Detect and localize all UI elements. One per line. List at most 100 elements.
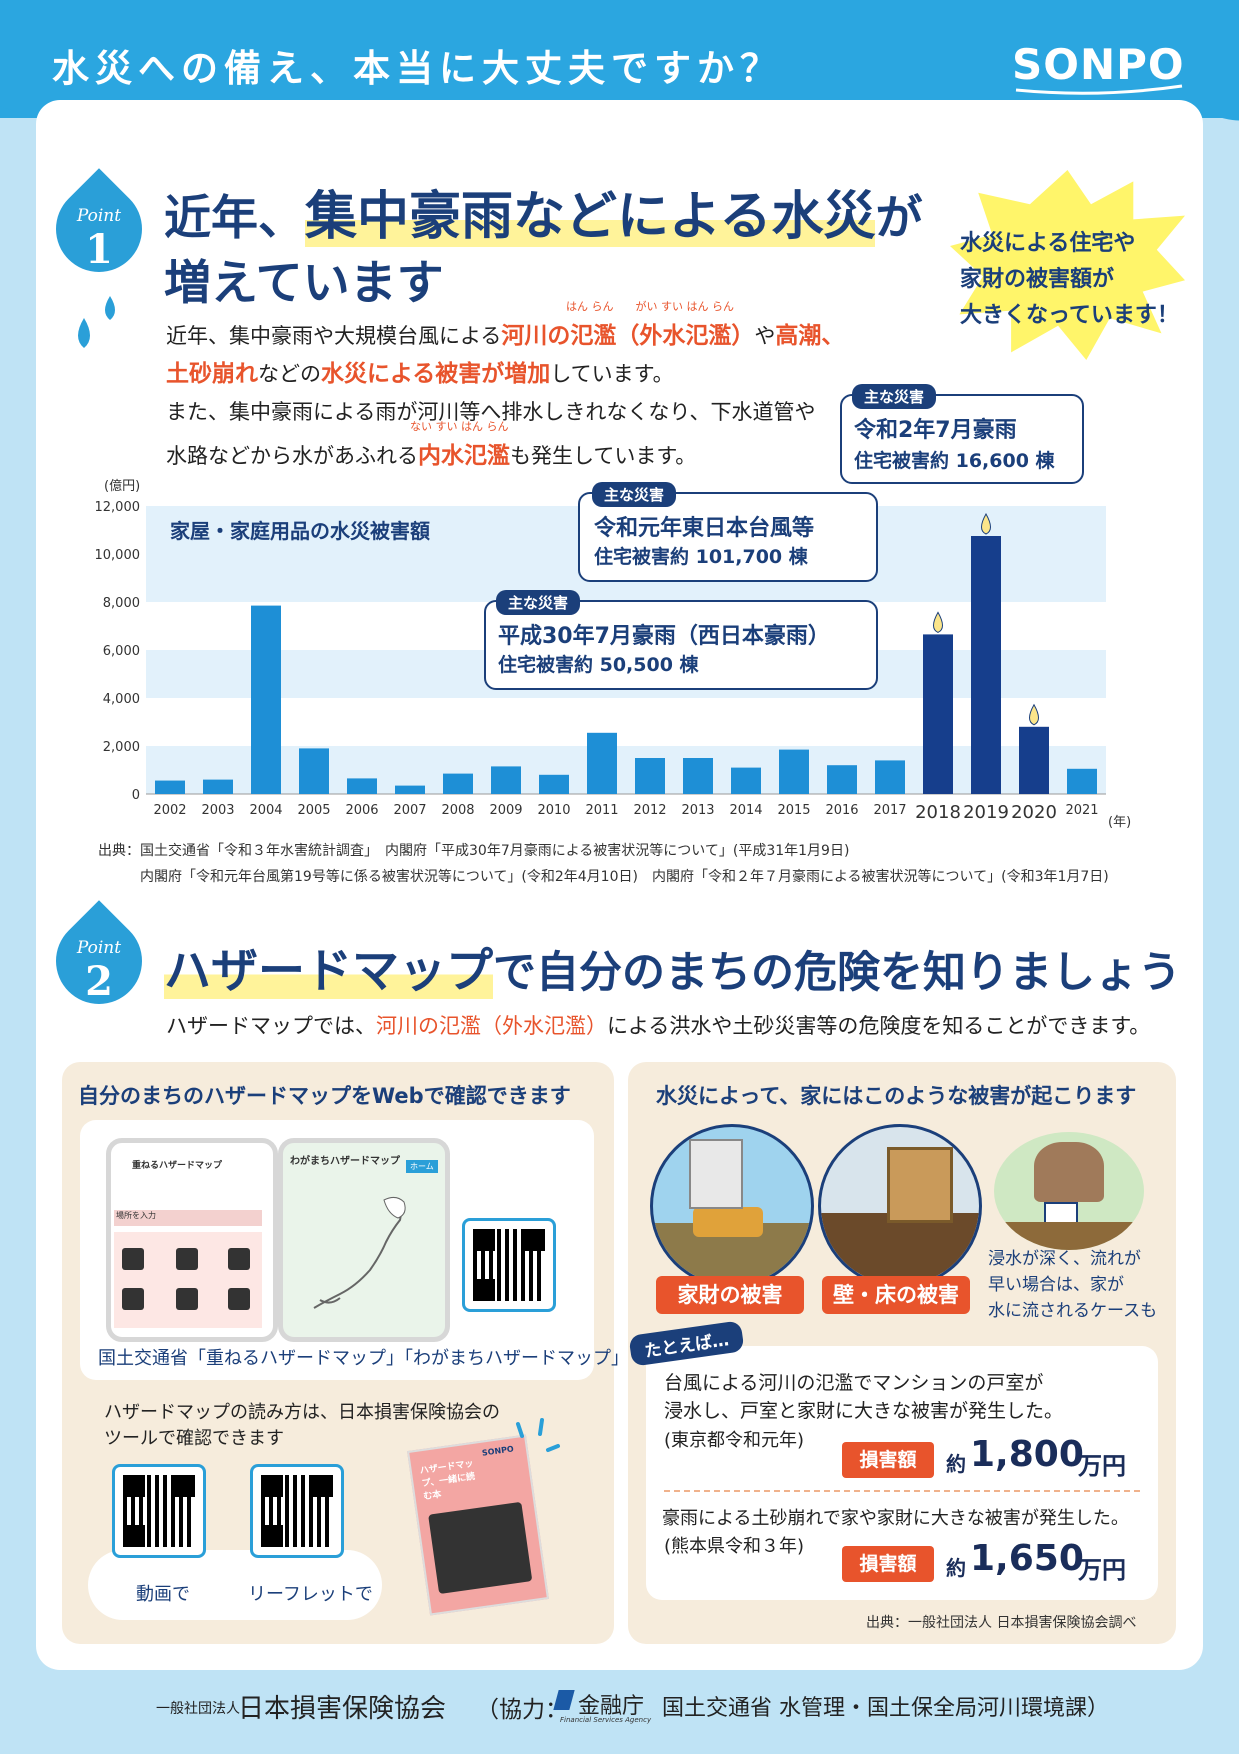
furniture-damage-tag: 家財の被害 — [656, 1276, 804, 1314]
x-tick-label-2005: 2005 — [297, 803, 330, 818]
furniture-damage-illustration — [650, 1124, 814, 1288]
bar-2018 — [923, 634, 953, 794]
drop-marker-2018 — [933, 611, 943, 633]
case1-line2: 浸水し、戸室と家財に大きな被害が発生した。 — [664, 1400, 1064, 1422]
footer-coop: （協力： — [476, 1697, 568, 1723]
p2-c: 水災による被害が増加 — [321, 361, 551, 387]
sparkle-icon — [516, 1418, 560, 1452]
desc-a: ハザードマップでは、 — [166, 1014, 376, 1038]
leaflet-title: ハザードマップ、一緒に読む本 — [419, 1459, 476, 1503]
p2-a: 土砂崩れ — [166, 361, 258, 387]
ruby-2: ない すい はん らん — [410, 420, 509, 433]
note-line-3: 水に流されるケースも — [988, 1301, 1158, 1321]
page-title: 水災への備え、本当に大丈夫ですか？ — [52, 47, 783, 90]
burst-line-3: 大きくなっています！ — [960, 303, 1179, 328]
bar-2013 — [683, 758, 713, 794]
callout-2020-title: 令和2年7月豪雨 — [854, 418, 1017, 443]
screen2-home-button[interactable]: ホーム — [406, 1160, 438, 1173]
callout-2019-tag: 主な災害 — [592, 482, 677, 507]
drop-marker-2019 — [981, 512, 991, 535]
layer-icon-terrain[interactable] — [228, 1288, 250, 1310]
footer-org-name: 日本損害保険協会 — [238, 1694, 447, 1724]
point2-heading-highlight: ハザードマップ — [164, 944, 493, 999]
callout-2018-title: 平成30年7月豪雨（西日本豪雨） — [498, 624, 830, 649]
heading-highlight: 集中豪雨などによる水災 — [305, 187, 876, 247]
callout-2020-tag: 主な災害 — [852, 384, 937, 409]
leaflet-label: リーフレットで — [248, 1584, 373, 1605]
y-tick-label: 4,000 — [103, 692, 140, 707]
layer-icon-landslide[interactable] — [176, 1248, 198, 1270]
chart-source-line2: 内閣府「令和元年台風第19号等に係る被害状況等について」(令和2年4月10日) … — [140, 869, 1109, 885]
footer-fsa: 金融庁 — [578, 1694, 645, 1719]
bar-2017 — [875, 760, 905, 794]
case2-amount-prefix: 約 — [946, 1556, 966, 1580]
grid-band — [146, 746, 1106, 794]
p1-a: 近年、集中豪雨や大規模台風による — [166, 324, 502, 348]
case2-unit: 万円 — [1078, 1556, 1126, 1584]
p2-b: などの — [258, 362, 321, 386]
screen1-search-bar — [114, 1210, 262, 1226]
tool-text-line2: ツールで確認できます — [104, 1428, 284, 1449]
point1-para-line2: 土砂崩れなどの水災による被害が増加しています。 — [166, 354, 674, 388]
note-line-2: 早い場合は、家が — [988, 1275, 1124, 1295]
screen1-layer-grid — [114, 1232, 262, 1328]
x-tick-label-2014: 2014 — [729, 803, 762, 818]
point2-badge-number: 2 — [85, 958, 113, 1005]
bar-2015 — [779, 749, 809, 794]
bar-2008 — [443, 773, 473, 794]
y-tick-label: 8,000 — [103, 596, 140, 611]
layer-icon-tsunami[interactable] — [228, 1248, 250, 1270]
y-tick-label: 10,000 — [96, 548, 140, 563]
bar-2005 — [299, 748, 329, 794]
point2-badge-word: Point — [76, 938, 122, 958]
p4-c: も発生しています。 — [510, 444, 697, 468]
screen1-field-label: 場所を入力 — [116, 1211, 156, 1220]
hazard-map-qr-code[interactable] — [462, 1218, 556, 1312]
bar-2003 — [203, 779, 233, 794]
point1-para-line3: また、集中豪雨による雨が河川等へ排水しきれなくなり、下水道管や — [166, 400, 816, 424]
point1-badge-word: Point — [76, 206, 122, 226]
damage-source: 出典：一般社団法人 日本損害保険協会調べ — [866, 1615, 1137, 1631]
point2-description: ハザードマップでは、河川の氾濫（外水氾濫）による洪水や土砂災害等の危険度を知るこ… — [166, 1010, 1150, 1040]
case1-line1: 台風による河川の氾濫でマンションの戸室が — [664, 1372, 1044, 1394]
layer-icon-road[interactable] — [176, 1288, 198, 1310]
callout-2018-detail: 住宅被害約 50,500 棟 — [498, 654, 699, 676]
x-tick-label-2016: 2016 — [825, 803, 858, 818]
house-swept-illustration — [994, 1132, 1144, 1250]
x-tick-label-2021: 2021 — [1065, 803, 1098, 818]
callout-2018-tag: 主な災害 — [496, 590, 581, 615]
bar-2011 — [587, 732, 617, 794]
layer-icon-flood[interactable] — [122, 1248, 144, 1270]
case1-loss-label: 損害額 — [842, 1442, 934, 1478]
qr-label-pill — [88, 1550, 382, 1620]
video-label: 動画で — [136, 1584, 190, 1605]
point1-para-line1: 近年、集中豪雨や大規模台風による河川の氾濫（外水氾濫）や高潮、 — [166, 316, 844, 350]
case2-line2: (熊本県令和３年) — [664, 1536, 805, 1557]
x-tick-label-2020: 2020 — [1011, 802, 1057, 823]
case1-amount-prefix: 約 — [946, 1452, 966, 1476]
point1-heading-line2: 増えています — [164, 256, 444, 311]
flood-damage-title: 水災によって、家にはこのような被害が起こります — [656, 1084, 1137, 1108]
p1-c: や — [754, 324, 776, 348]
x-tick-label-2019: 2019 — [963, 802, 1009, 823]
chart-source-line1: 出典：国土交通省「令和３年水害統計調査」 内閣府「平成30年7月豪雨による被害状… — [98, 843, 850, 859]
heading-post: が — [875, 191, 923, 246]
screen2-title: わがまちハザードマップ — [290, 1156, 400, 1167]
bar-2019 — [971, 536, 1001, 794]
chart-title: 家屋・家庭用品の水災被害額 — [170, 519, 430, 543]
p1-b: 河川の氾濫（外水氾濫） — [501, 323, 755, 349]
point1-para-line4: 水路などから水があふれる内水氾濫も発生しています。 — [166, 436, 696, 470]
video-qr-code[interactable] — [112, 1464, 206, 1558]
note-line-1: 浸水が深く、流れが — [988, 1249, 1141, 1269]
bar-2009 — [491, 766, 521, 794]
point2-heading: ハザードマップで自分のまちの危険を知りましょう — [164, 932, 1181, 1001]
heading-pre: 近年、 — [164, 191, 305, 246]
point1-heading-line1: 近年、集中豪雨などによる水災が — [164, 174, 922, 249]
layer-icon-storm-surge[interactable] — [122, 1288, 144, 1310]
case-divider — [664, 1490, 1140, 1492]
x-tick-label-2008: 2008 — [441, 803, 474, 818]
leaflet-qr-code[interactable] — [250, 1464, 344, 1558]
house-swept-note: 浸水が深く、流れが 早い場合は、家が 水に流されるケースも — [988, 1246, 1157, 1324]
callout-2020-detail: 住宅被害約 16,600 棟 — [854, 450, 1055, 472]
desc-b: 河川の氾濫（外水氾濫） — [376, 1014, 607, 1038]
